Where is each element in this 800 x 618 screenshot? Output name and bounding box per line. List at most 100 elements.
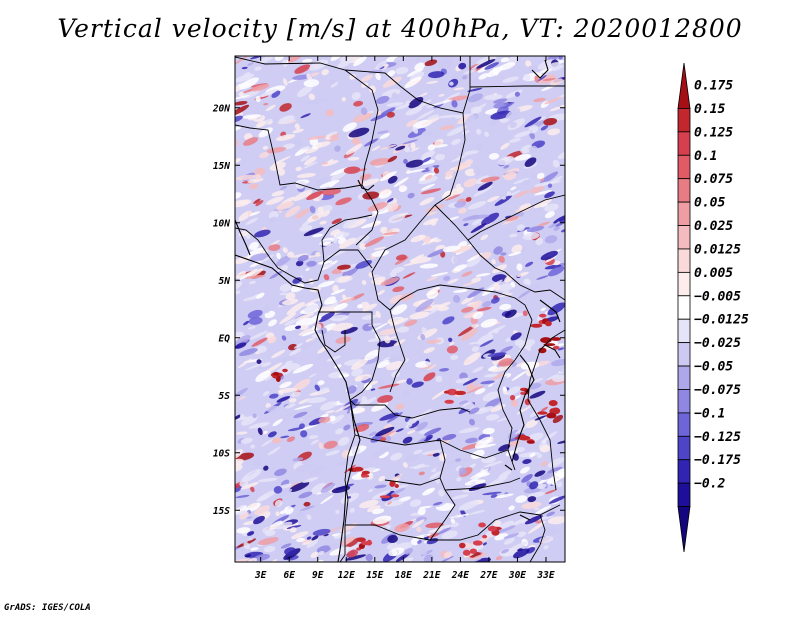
field-cell — [529, 452, 536, 458]
field-cell — [317, 380, 325, 386]
field-cell — [254, 229, 271, 238]
field-cell — [247, 531, 255, 536]
field-cell — [491, 274, 507, 283]
field-cell — [275, 521, 293, 530]
field-cell — [379, 141, 392, 148]
field-cell — [499, 303, 512, 311]
field-cell — [557, 343, 565, 347]
country-borders — [235, 56, 565, 562]
field-cell — [428, 71, 445, 79]
field-cell — [314, 350, 329, 362]
field-cell — [449, 342, 455, 346]
border-line — [462, 56, 565, 114]
field-cell — [421, 130, 432, 137]
field-cell — [326, 355, 342, 362]
field-cell — [329, 229, 341, 236]
field-cell — [528, 145, 538, 154]
field-cell — [510, 186, 517, 191]
field-cell — [409, 311, 430, 320]
field-cell — [486, 195, 500, 203]
field-cell — [266, 146, 287, 154]
field-cell — [365, 553, 373, 562]
field-cell — [255, 95, 261, 103]
field-cell — [411, 427, 418, 431]
field-cell — [302, 58, 313, 64]
field-cell — [481, 212, 500, 226]
field-cell — [385, 361, 404, 371]
field-cell — [364, 236, 385, 247]
field-cell — [509, 190, 521, 196]
field-cell — [550, 337, 561, 341]
colorbar-label: 0.15 — [694, 102, 725, 117]
field-cell — [369, 157, 391, 166]
field-cell — [424, 59, 438, 67]
field-cell — [542, 78, 556, 81]
field-cell — [519, 466, 531, 474]
field-cell — [330, 169, 348, 181]
field-cell — [551, 407, 561, 415]
y-tick-label: 10S — [213, 448, 230, 459]
field-cell — [540, 461, 548, 467]
field-cell — [282, 298, 299, 306]
field-cell — [357, 304, 363, 309]
field-cell — [383, 357, 390, 361]
field-cell — [250, 444, 255, 449]
field-cell — [505, 108, 521, 120]
field-cell — [429, 307, 440, 315]
field-cell — [297, 254, 309, 262]
field-cell — [386, 102, 404, 107]
field-cell — [353, 56, 367, 67]
field-cell — [484, 373, 499, 378]
border-line — [318, 311, 381, 401]
field-cell — [509, 121, 517, 129]
field-cell — [371, 145, 381, 151]
field-cell — [320, 494, 334, 505]
field-cell — [438, 93, 445, 97]
field-cell — [514, 190, 529, 198]
field-cell — [241, 469, 262, 483]
field-cell — [448, 391, 457, 396]
field-cell — [292, 189, 313, 202]
field-cell — [330, 288, 346, 295]
field-cell — [308, 435, 319, 439]
field-cell — [406, 429, 416, 435]
field-cell — [413, 449, 423, 455]
field-cell — [456, 477, 462, 482]
field-cell — [530, 323, 543, 328]
field-cell — [510, 399, 519, 407]
field-cell — [511, 244, 523, 254]
field-cell — [371, 401, 389, 412]
field-cell — [296, 173, 316, 178]
field-cell — [490, 494, 498, 498]
field-cell — [525, 60, 532, 68]
field-cell — [378, 167, 385, 174]
field-cell — [329, 182, 336, 188]
border-line — [349, 399, 471, 419]
field-cell — [442, 245, 461, 253]
border-line — [389, 309, 406, 393]
field-cell — [389, 336, 397, 340]
field-cell — [395, 103, 410, 110]
field-cell — [458, 500, 479, 511]
field-cell — [372, 508, 385, 515]
field-cell — [498, 444, 511, 452]
field-cell — [295, 317, 316, 327]
field-cell — [254, 66, 262, 71]
field-cell — [546, 412, 557, 419]
field-cell — [271, 437, 283, 444]
field-cell — [510, 117, 522, 123]
field-cell — [321, 69, 329, 76]
field-cell — [435, 375, 443, 383]
border-line — [321, 329, 346, 353]
field-cell — [546, 373, 560, 381]
y-tick-label: 20N — [212, 103, 230, 114]
field-cell — [465, 437, 478, 444]
field-cell — [458, 62, 467, 70]
field-cell — [423, 218, 439, 226]
field-cell — [391, 304, 408, 315]
field-cell — [386, 111, 395, 118]
field-cell — [250, 56, 266, 60]
field-cell — [276, 252, 281, 260]
field-cell — [476, 306, 492, 312]
field-cell — [295, 208, 310, 219]
